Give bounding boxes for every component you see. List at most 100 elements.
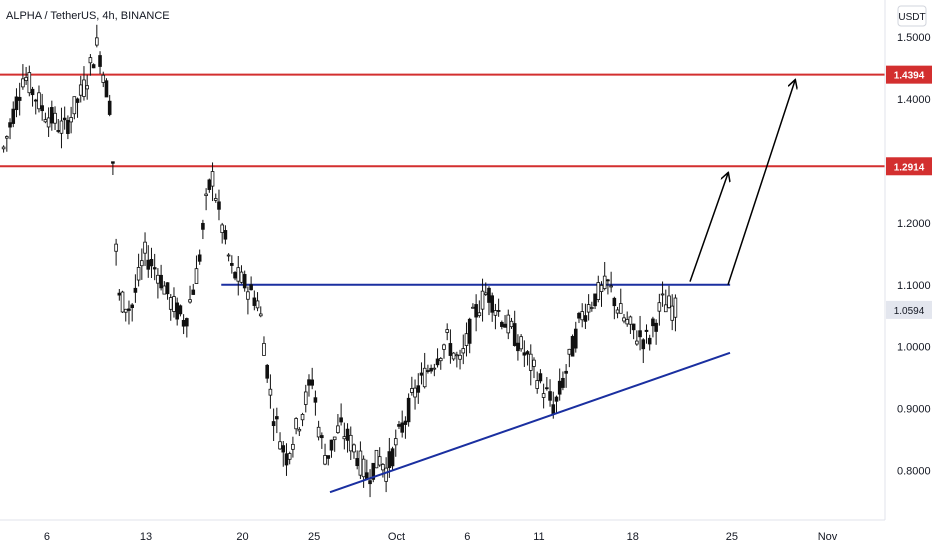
y-axis: 1.50001.40001.30001.20001.10001.00000.90… xyxy=(897,32,931,477)
candle-body xyxy=(651,318,655,327)
level-badge-label: 1.4394 xyxy=(894,71,925,82)
candle-body xyxy=(438,358,443,362)
candle-body xyxy=(500,321,504,327)
candle-body xyxy=(278,441,282,450)
candle-body xyxy=(483,292,488,295)
candle-body xyxy=(46,117,51,128)
candle-body xyxy=(291,443,295,450)
candle-body xyxy=(352,444,356,453)
candle-body xyxy=(419,372,424,376)
candle-body xyxy=(548,391,552,401)
candle-body xyxy=(204,193,208,196)
candle-body xyxy=(268,388,273,396)
candle-body xyxy=(313,397,318,403)
candle-body xyxy=(442,344,446,350)
candle-body xyxy=(647,337,652,345)
chart-title: ALPHA / TetherUS, 4h, BINANCE xyxy=(6,10,170,22)
candle-body xyxy=(538,373,543,382)
candle-body xyxy=(406,397,411,423)
candle-body xyxy=(165,282,170,295)
candle-body xyxy=(281,445,286,453)
candle-body xyxy=(551,404,556,415)
candle-body xyxy=(66,120,70,134)
candle-body xyxy=(336,425,340,434)
candle-body xyxy=(210,171,215,187)
candle-body xyxy=(348,434,353,452)
candle-body xyxy=(390,448,395,467)
candle-body xyxy=(33,99,38,102)
candle-body xyxy=(381,464,385,471)
candle-body xyxy=(332,436,337,441)
candle-body xyxy=(43,119,48,123)
candle-body xyxy=(339,417,343,423)
candle-body xyxy=(583,315,588,322)
candle-body xyxy=(490,295,494,313)
candle-body xyxy=(493,310,498,316)
candle-body xyxy=(355,458,359,467)
candle-body xyxy=(297,428,302,432)
candle-body xyxy=(175,302,179,320)
candle-body xyxy=(606,279,610,282)
candle-body xyxy=(178,305,183,315)
candle-body xyxy=(361,458,366,478)
candle-body xyxy=(1,146,6,150)
candle-body xyxy=(393,438,398,446)
candle-body xyxy=(641,339,646,350)
x-tick-label: 25 xyxy=(308,531,320,543)
candle-body xyxy=(593,293,597,307)
candle-body xyxy=(117,292,122,296)
candle-body xyxy=(387,451,392,469)
candle-body xyxy=(570,336,575,357)
candle-body xyxy=(477,312,482,317)
currency-button[interactable]: USDT xyxy=(897,5,927,27)
candle-body xyxy=(435,358,440,366)
candle-body xyxy=(342,436,347,440)
candle-body xyxy=(403,420,408,425)
candle-body xyxy=(95,37,99,46)
candle-body xyxy=(27,72,32,94)
x-tick-label: Oct xyxy=(388,531,405,543)
candle-body xyxy=(5,136,9,139)
candle-body xyxy=(130,304,134,309)
x-tick-label: 6 xyxy=(464,531,470,543)
candle-body xyxy=(599,285,604,292)
candle-body xyxy=(140,260,144,267)
candle-body xyxy=(509,320,514,328)
candle-body xyxy=(303,391,308,405)
support-trendline xyxy=(329,351,731,494)
candle-body xyxy=(516,342,520,352)
candle-body xyxy=(307,379,311,386)
candle-body xyxy=(56,130,61,132)
x-tick-label: 25 xyxy=(726,531,738,543)
candle-body xyxy=(432,367,437,370)
candle-body xyxy=(448,343,453,356)
candle-body xyxy=(618,303,623,314)
y-tick-label: 1.1000 xyxy=(897,280,931,292)
candle-body xyxy=(226,254,231,257)
candle-body xyxy=(667,295,671,308)
candle-body xyxy=(120,291,125,313)
candle-body xyxy=(670,305,675,321)
candle-body xyxy=(573,328,578,349)
candle-body xyxy=(631,323,636,331)
candle-body xyxy=(426,370,430,372)
candle-body xyxy=(519,336,523,350)
candle-body xyxy=(230,263,234,266)
candle-body xyxy=(374,449,379,469)
candle-body xyxy=(445,329,449,333)
candle-body xyxy=(300,414,305,421)
last-price-label: 1.0594 xyxy=(894,306,925,317)
candle-body xyxy=(545,387,549,390)
candle-body xyxy=(114,243,118,252)
candle-body xyxy=(596,282,601,300)
candle-body xyxy=(78,84,83,96)
candle-body xyxy=(590,307,594,309)
candle-body xyxy=(320,435,324,439)
candle-body xyxy=(91,64,96,69)
candle-body xyxy=(673,297,678,318)
candle-body xyxy=(82,79,86,97)
candle-body xyxy=(474,304,478,318)
y-tick-label: 1.0000 xyxy=(897,342,931,354)
price-badges: 1.4394 1.2914 1.0594 xyxy=(886,65,932,319)
